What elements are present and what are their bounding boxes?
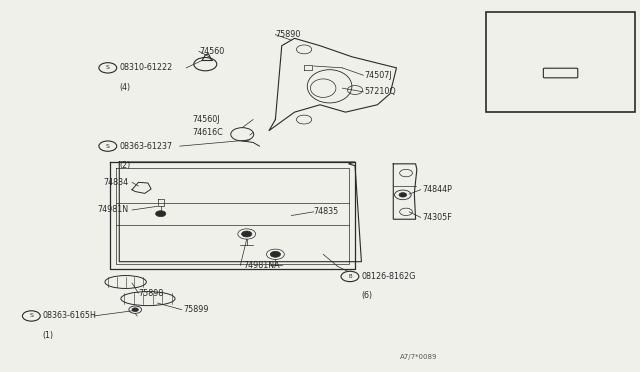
Text: 74507J: 74507J xyxy=(365,71,392,80)
Text: 08310-61222: 08310-61222 xyxy=(119,63,173,72)
Text: 74560J: 74560J xyxy=(193,115,220,124)
Text: 08126-8162G: 08126-8162G xyxy=(362,272,416,281)
Text: S: S xyxy=(106,65,109,70)
Text: 57210Q: 57210Q xyxy=(365,87,396,96)
Text: 74844P: 74844P xyxy=(422,185,452,194)
Text: (2): (2) xyxy=(119,161,131,170)
Text: 74560: 74560 xyxy=(199,47,224,56)
Text: (1): (1) xyxy=(43,331,54,340)
Text: S: S xyxy=(29,314,33,318)
Text: 08363-6165H: 08363-6165H xyxy=(43,311,97,320)
Bar xyxy=(486,13,636,112)
Circle shape xyxy=(270,251,280,257)
Text: 74616C: 74616C xyxy=(193,128,223,137)
Text: 74834: 74834 xyxy=(103,178,129,187)
Circle shape xyxy=(156,211,166,217)
Text: 74981NA: 74981NA xyxy=(244,261,280,270)
Circle shape xyxy=(399,193,406,197)
Text: 75890: 75890 xyxy=(275,30,301,39)
Circle shape xyxy=(132,308,138,311)
Text: 74305F: 74305F xyxy=(422,213,452,222)
Text: 74981N: 74981N xyxy=(97,205,128,215)
Text: A7/7*0089: A7/7*0089 xyxy=(399,354,437,360)
Text: 08363-61237: 08363-61237 xyxy=(119,142,172,151)
Text: (6): (6) xyxy=(362,291,372,300)
Text: 75899: 75899 xyxy=(183,305,209,314)
Text: (4): (4) xyxy=(119,83,131,92)
Text: S: S xyxy=(106,144,109,149)
Circle shape xyxy=(22,311,40,321)
Text: 74630A: 74630A xyxy=(545,23,576,32)
Text: B: B xyxy=(348,274,352,279)
Text: 74835: 74835 xyxy=(314,207,339,217)
Circle shape xyxy=(242,231,252,237)
Circle shape xyxy=(341,271,359,282)
Circle shape xyxy=(99,141,116,151)
Circle shape xyxy=(99,62,116,73)
Text: 75898: 75898 xyxy=(138,289,164,298)
